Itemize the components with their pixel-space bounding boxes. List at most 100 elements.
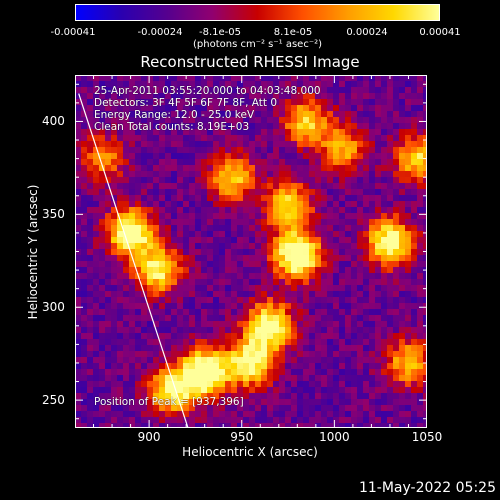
heatmap-cell <box>243 267 249 273</box>
heatmap-cell <box>105 231 111 237</box>
heatmap-cell <box>273 207 279 213</box>
heatmap-cell <box>309 117 315 123</box>
heatmap-cell <box>189 243 195 249</box>
heatmap-cell <box>315 327 321 333</box>
heatmap-cell <box>135 147 141 153</box>
heatmap-cell <box>417 249 423 255</box>
heatmap-cell <box>159 279 165 285</box>
heatmap-cell <box>261 141 267 147</box>
heatmap-cell <box>327 237 333 243</box>
heatmap-cell <box>243 165 249 171</box>
heatmap-cell <box>135 345 141 351</box>
heatmap-cell <box>321 141 327 147</box>
heatmap-cell <box>291 75 297 81</box>
heatmap-cell <box>195 111 201 117</box>
heatmap-cell <box>375 93 381 99</box>
heatmap-cell <box>381 81 387 87</box>
heatmap-cell <box>93 219 99 225</box>
heatmap-cell <box>183 297 189 303</box>
heatmap-cell <box>231 303 237 309</box>
heatmap-cell <box>345 417 351 423</box>
heatmap-cell <box>387 135 393 141</box>
heatmap-cell <box>195 87 201 93</box>
heatmap-cell <box>207 345 213 351</box>
heatmap-cell <box>333 381 339 387</box>
heatmap-cell <box>159 165 165 171</box>
heatmap-cell <box>147 123 153 129</box>
heatmap-cell <box>189 387 195 393</box>
heatmap-cell <box>207 99 213 105</box>
heatmap-cell <box>189 285 195 291</box>
heatmap-cell <box>279 147 285 153</box>
heatmap-cell <box>405 279 411 285</box>
heatmap-cell <box>207 375 213 381</box>
heatmap-cell <box>147 141 153 147</box>
heatmap-cell <box>189 393 195 399</box>
heatmap-cell <box>255 159 261 165</box>
heatmap-cell <box>225 117 231 123</box>
heatmap-cell <box>75 333 81 339</box>
heatmap-cell <box>351 111 357 117</box>
heatmap-cell <box>117 297 123 303</box>
heatmap-cell <box>285 291 291 297</box>
heatmap-cell <box>279 111 285 117</box>
heatmap-cell <box>117 201 123 207</box>
heatmap-cell <box>261 117 267 123</box>
heatmap-cell <box>381 321 387 327</box>
heatmap-cell <box>375 195 381 201</box>
heatmap-cell <box>81 405 87 411</box>
heatmap-cell <box>321 225 327 231</box>
heatmap-cell <box>321 345 327 351</box>
heatmap-cell <box>99 87 105 93</box>
heatmap-cell <box>237 189 243 195</box>
heatmap-cell <box>183 363 189 369</box>
heatmap-cell <box>357 159 363 165</box>
heatmap-cell <box>183 273 189 279</box>
heatmap-cell <box>357 153 363 159</box>
heatmap-cell <box>243 315 249 321</box>
heatmap-cell <box>81 369 87 375</box>
heatmap-cell <box>99 189 105 195</box>
heatmap-cell <box>195 279 201 285</box>
heatmap-cell <box>387 225 393 231</box>
heatmap-cell <box>141 213 147 219</box>
heatmap-cell <box>309 99 315 105</box>
heatmap-cell <box>117 171 123 177</box>
heatmap-cell <box>159 129 165 135</box>
heatmap-cell <box>243 117 249 123</box>
heatmap-cell <box>231 309 237 315</box>
heatmap-cell <box>81 333 87 339</box>
heatmap-cell <box>387 417 393 423</box>
heatmap-cell <box>129 159 135 165</box>
heatmap-cell <box>309 285 315 291</box>
heatmap-cell <box>297 135 303 141</box>
heatmap-cell <box>333 315 339 321</box>
time-range-annotation: 25-Apr-2011 03:55:20.000 to 04:03:48.000 <box>94 85 321 97</box>
heatmap-cell <box>171 267 177 273</box>
heatmap-cell <box>129 183 135 189</box>
heatmap-cell <box>333 255 339 261</box>
heatmap-cell <box>255 249 261 255</box>
heatmap-cell <box>387 303 393 309</box>
heatmap-cell <box>255 99 261 105</box>
heatmap-cell <box>381 279 387 285</box>
heatmap-cell <box>177 99 183 105</box>
heatmap-cell <box>117 375 123 381</box>
heatmap-cell <box>129 165 135 171</box>
heatmap-cell <box>399 387 405 393</box>
heatmap-cell <box>345 195 351 201</box>
heatmap-cell <box>213 285 219 291</box>
heatmap-cell <box>369 165 375 171</box>
heatmap-cell <box>135 321 141 327</box>
heatmap-cell <box>249 135 255 141</box>
heatmap-cell <box>129 327 135 333</box>
heatmap-cell <box>123 105 129 111</box>
heatmap-cell <box>357 363 363 369</box>
heatmap-cell <box>345 231 351 237</box>
heatmap-cell <box>123 135 129 141</box>
heatmap-cell <box>327 351 333 357</box>
heatmap-cell <box>267 213 273 219</box>
heatmap-cell <box>417 129 423 135</box>
heatmap-cell <box>345 237 351 243</box>
heatmap-cell <box>333 285 339 291</box>
